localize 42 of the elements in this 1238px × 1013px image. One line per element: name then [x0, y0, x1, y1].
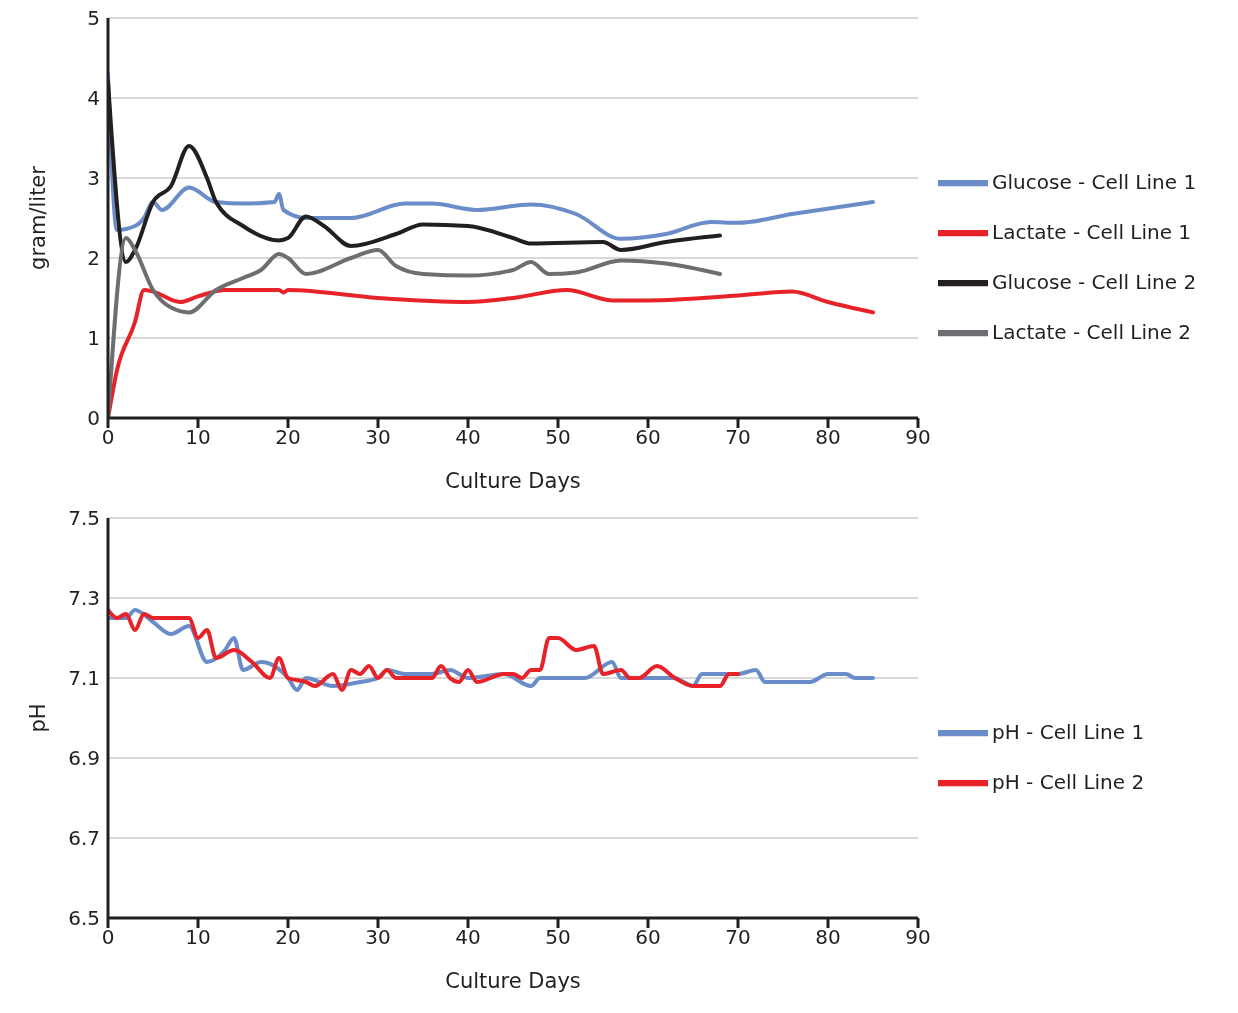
x-tick-label: 60 [635, 425, 661, 450]
x-tick-label: 90 [905, 925, 931, 950]
x-tick-label: 30 [365, 425, 391, 450]
x-tick-label: 20 [275, 925, 301, 950]
x-tick-label: 30 [365, 925, 391, 950]
y-tick-label: 6.9 [68, 746, 100, 771]
x-tick-label: 70 [725, 925, 751, 950]
legend-label: pH - Cell Line 1 [992, 719, 1145, 744]
legend-label: Glucose - Cell Line 1 [992, 169, 1197, 194]
x-tick-label: 10 [185, 925, 211, 950]
legend-label: pH - Cell Line 2 [992, 769, 1145, 794]
y-tick-label: 1 [87, 326, 100, 351]
x-tick-label: 10 [185, 425, 211, 450]
y-tick-label: 6.5 [68, 906, 100, 931]
x-tick-label: 80 [815, 425, 841, 450]
x-axis-title: Culture Days [445, 969, 581, 993]
y-tick-label: 0 [87, 406, 100, 431]
y-tick-label: 2 [87, 246, 100, 271]
x-tick-label: 50 [545, 425, 571, 450]
y-tick-label: 3 [87, 166, 100, 191]
x-tick-label: 60 [635, 925, 661, 950]
y-tick-label: 7.3 [68, 586, 100, 611]
y-tick-label: 4 [87, 86, 100, 111]
legend-label: Lactate - Cell Line 2 [992, 319, 1192, 344]
x-tick-label: 20 [275, 425, 301, 450]
x-tick-label: 40 [455, 425, 481, 450]
line-series [108, 288, 875, 418]
y-tick-label: 6.7 [68, 826, 100, 851]
y-tick-label: 5 [87, 6, 100, 31]
x-tick-label: 40 [455, 925, 481, 950]
x-axis-title: Culture Days [445, 469, 581, 493]
legend-label: Lactate - Cell Line 1 [992, 219, 1192, 244]
y-axis-title: pH [26, 703, 51, 733]
line-series [108, 608, 740, 692]
x-tick-label: 80 [815, 925, 841, 950]
x-tick-label: 70 [725, 425, 751, 450]
y-axis-title: gram/liter [26, 165, 51, 270]
legend-label: Glucose - Cell Line 2 [992, 269, 1197, 294]
y-tick-label: 7.1 [68, 666, 100, 691]
x-tick-label: 50 [545, 925, 571, 950]
y-tick-label: 7.5 [68, 506, 100, 531]
x-tick-label: 90 [905, 425, 931, 450]
